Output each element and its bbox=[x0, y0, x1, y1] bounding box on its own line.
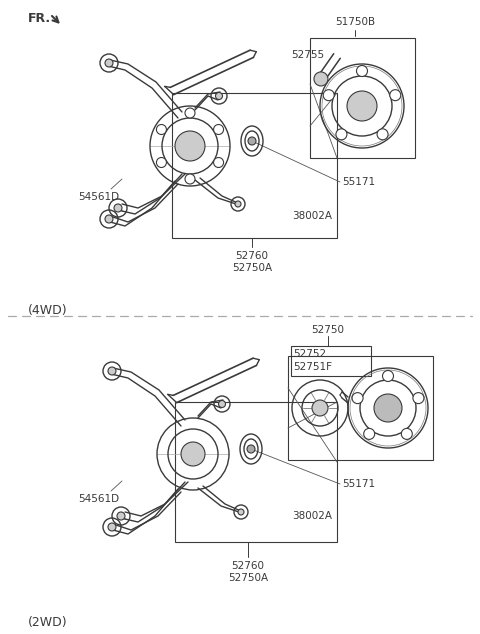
Circle shape bbox=[390, 89, 401, 101]
Circle shape bbox=[413, 392, 424, 404]
Text: 55171: 55171 bbox=[342, 479, 375, 489]
Circle shape bbox=[238, 509, 244, 515]
Circle shape bbox=[117, 512, 125, 520]
Text: 38002A: 38002A bbox=[292, 211, 332, 221]
Circle shape bbox=[401, 429, 412, 439]
Circle shape bbox=[156, 124, 167, 134]
Text: 52750A: 52750A bbox=[228, 573, 268, 583]
Circle shape bbox=[377, 129, 388, 140]
Circle shape bbox=[214, 124, 224, 134]
Circle shape bbox=[248, 137, 256, 145]
Text: 38002A: 38002A bbox=[292, 511, 332, 521]
Text: 52751F: 52751F bbox=[293, 362, 332, 372]
Circle shape bbox=[374, 394, 402, 422]
Circle shape bbox=[214, 157, 224, 167]
Circle shape bbox=[185, 108, 195, 118]
Circle shape bbox=[336, 129, 347, 140]
Circle shape bbox=[114, 204, 122, 212]
Circle shape bbox=[323, 89, 334, 101]
Circle shape bbox=[364, 429, 375, 439]
Text: 52755: 52755 bbox=[291, 50, 324, 60]
Circle shape bbox=[314, 72, 328, 86]
Circle shape bbox=[347, 91, 377, 121]
Circle shape bbox=[357, 65, 368, 77]
Text: 52760: 52760 bbox=[236, 251, 268, 261]
Circle shape bbox=[218, 401, 226, 408]
Text: FR.: FR. bbox=[28, 11, 51, 25]
Bar bbox=[288, 356, 433, 460]
Circle shape bbox=[216, 93, 223, 100]
Text: 52750: 52750 bbox=[312, 325, 345, 335]
Text: 55171: 55171 bbox=[342, 177, 375, 187]
Circle shape bbox=[247, 445, 255, 453]
Bar bbox=[175, 402, 337, 542]
Text: 52750A: 52750A bbox=[232, 263, 272, 273]
Circle shape bbox=[105, 59, 113, 67]
Bar bbox=[291, 346, 371, 376]
Text: (4WD): (4WD) bbox=[28, 304, 68, 317]
Text: 54561D: 54561D bbox=[78, 494, 119, 504]
Circle shape bbox=[105, 215, 113, 223]
Circle shape bbox=[185, 174, 195, 184]
Text: 54561D: 54561D bbox=[78, 192, 119, 202]
Circle shape bbox=[181, 442, 205, 466]
Text: 52752: 52752 bbox=[293, 349, 326, 359]
Circle shape bbox=[383, 370, 394, 382]
Circle shape bbox=[108, 523, 116, 531]
Circle shape bbox=[235, 201, 241, 207]
Text: 52760: 52760 bbox=[231, 561, 264, 571]
Text: (2WD): (2WD) bbox=[28, 616, 68, 629]
Circle shape bbox=[352, 392, 363, 404]
Circle shape bbox=[108, 367, 116, 375]
Circle shape bbox=[156, 157, 167, 167]
Text: 51750B: 51750B bbox=[335, 17, 375, 27]
Circle shape bbox=[312, 400, 328, 416]
Bar bbox=[172, 93, 337, 238]
Bar bbox=[310, 38, 415, 158]
Circle shape bbox=[175, 131, 205, 161]
